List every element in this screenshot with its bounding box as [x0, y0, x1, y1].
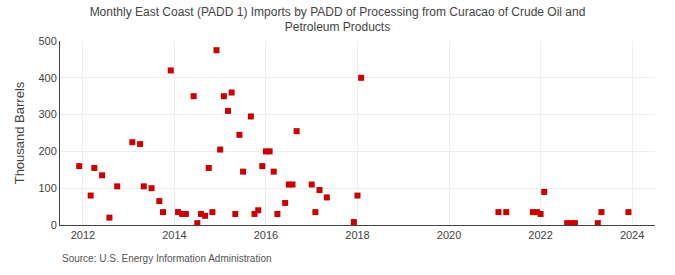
svg-text:2016: 2016: [254, 229, 278, 241]
svg-text:0: 0: [51, 219, 57, 231]
svg-text:2020: 2020: [437, 229, 461, 241]
svg-text:400: 400: [38, 72, 56, 84]
svg-text:Thousand Barrels: Thousand Barrels: [12, 81, 27, 184]
svg-text:100: 100: [38, 182, 56, 194]
svg-text:Source: U.S. Energy Informatio: Source: U.S. Energy Information Administ…: [62, 253, 272, 264]
svg-text:200: 200: [38, 145, 56, 157]
svg-text:2014: 2014: [162, 229, 186, 241]
svg-text:2018: 2018: [345, 229, 369, 241]
svg-text:300: 300: [38, 108, 56, 120]
svg-text:2022: 2022: [528, 229, 552, 241]
svg-text:2012: 2012: [71, 229, 95, 241]
svg-text:Monthly East Coast (PADD 1) Im: Monthly East Coast (PADD 1) Imports by P…: [90, 5, 586, 35]
svg-text:2024: 2024: [620, 229, 644, 241]
svg-text:500: 500: [38, 35, 56, 47]
